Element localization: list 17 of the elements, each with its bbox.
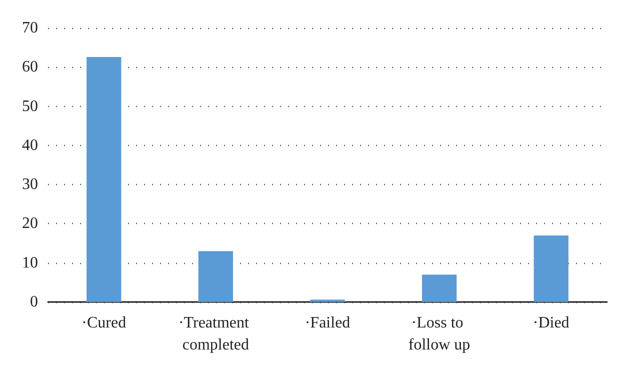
bar [198,251,234,302]
y-tick-label: 10 [22,254,38,272]
y-tick-label: 20 [22,215,38,232]
x-tick-label: ·Cured [82,314,126,332]
y-tick-label: 30 [22,176,38,194]
y-tick-label: 0 [30,294,38,310]
bar [534,235,568,302]
x-tick-label: ·Failed [304,314,350,332]
y-tick-label: 40 [22,136,38,154]
y-tick-label: 60 [22,58,38,76]
bar [86,56,122,302]
x-tick-label: ·Treatment completed [178,314,253,354]
y-tick-label: 50 [22,98,38,115]
bar [422,274,457,302]
y-tick-label: 70 [22,20,38,36]
x-tick-label: ·Loss to follow up [408,314,470,354]
x-tick-label: ·Died [532,314,570,332]
